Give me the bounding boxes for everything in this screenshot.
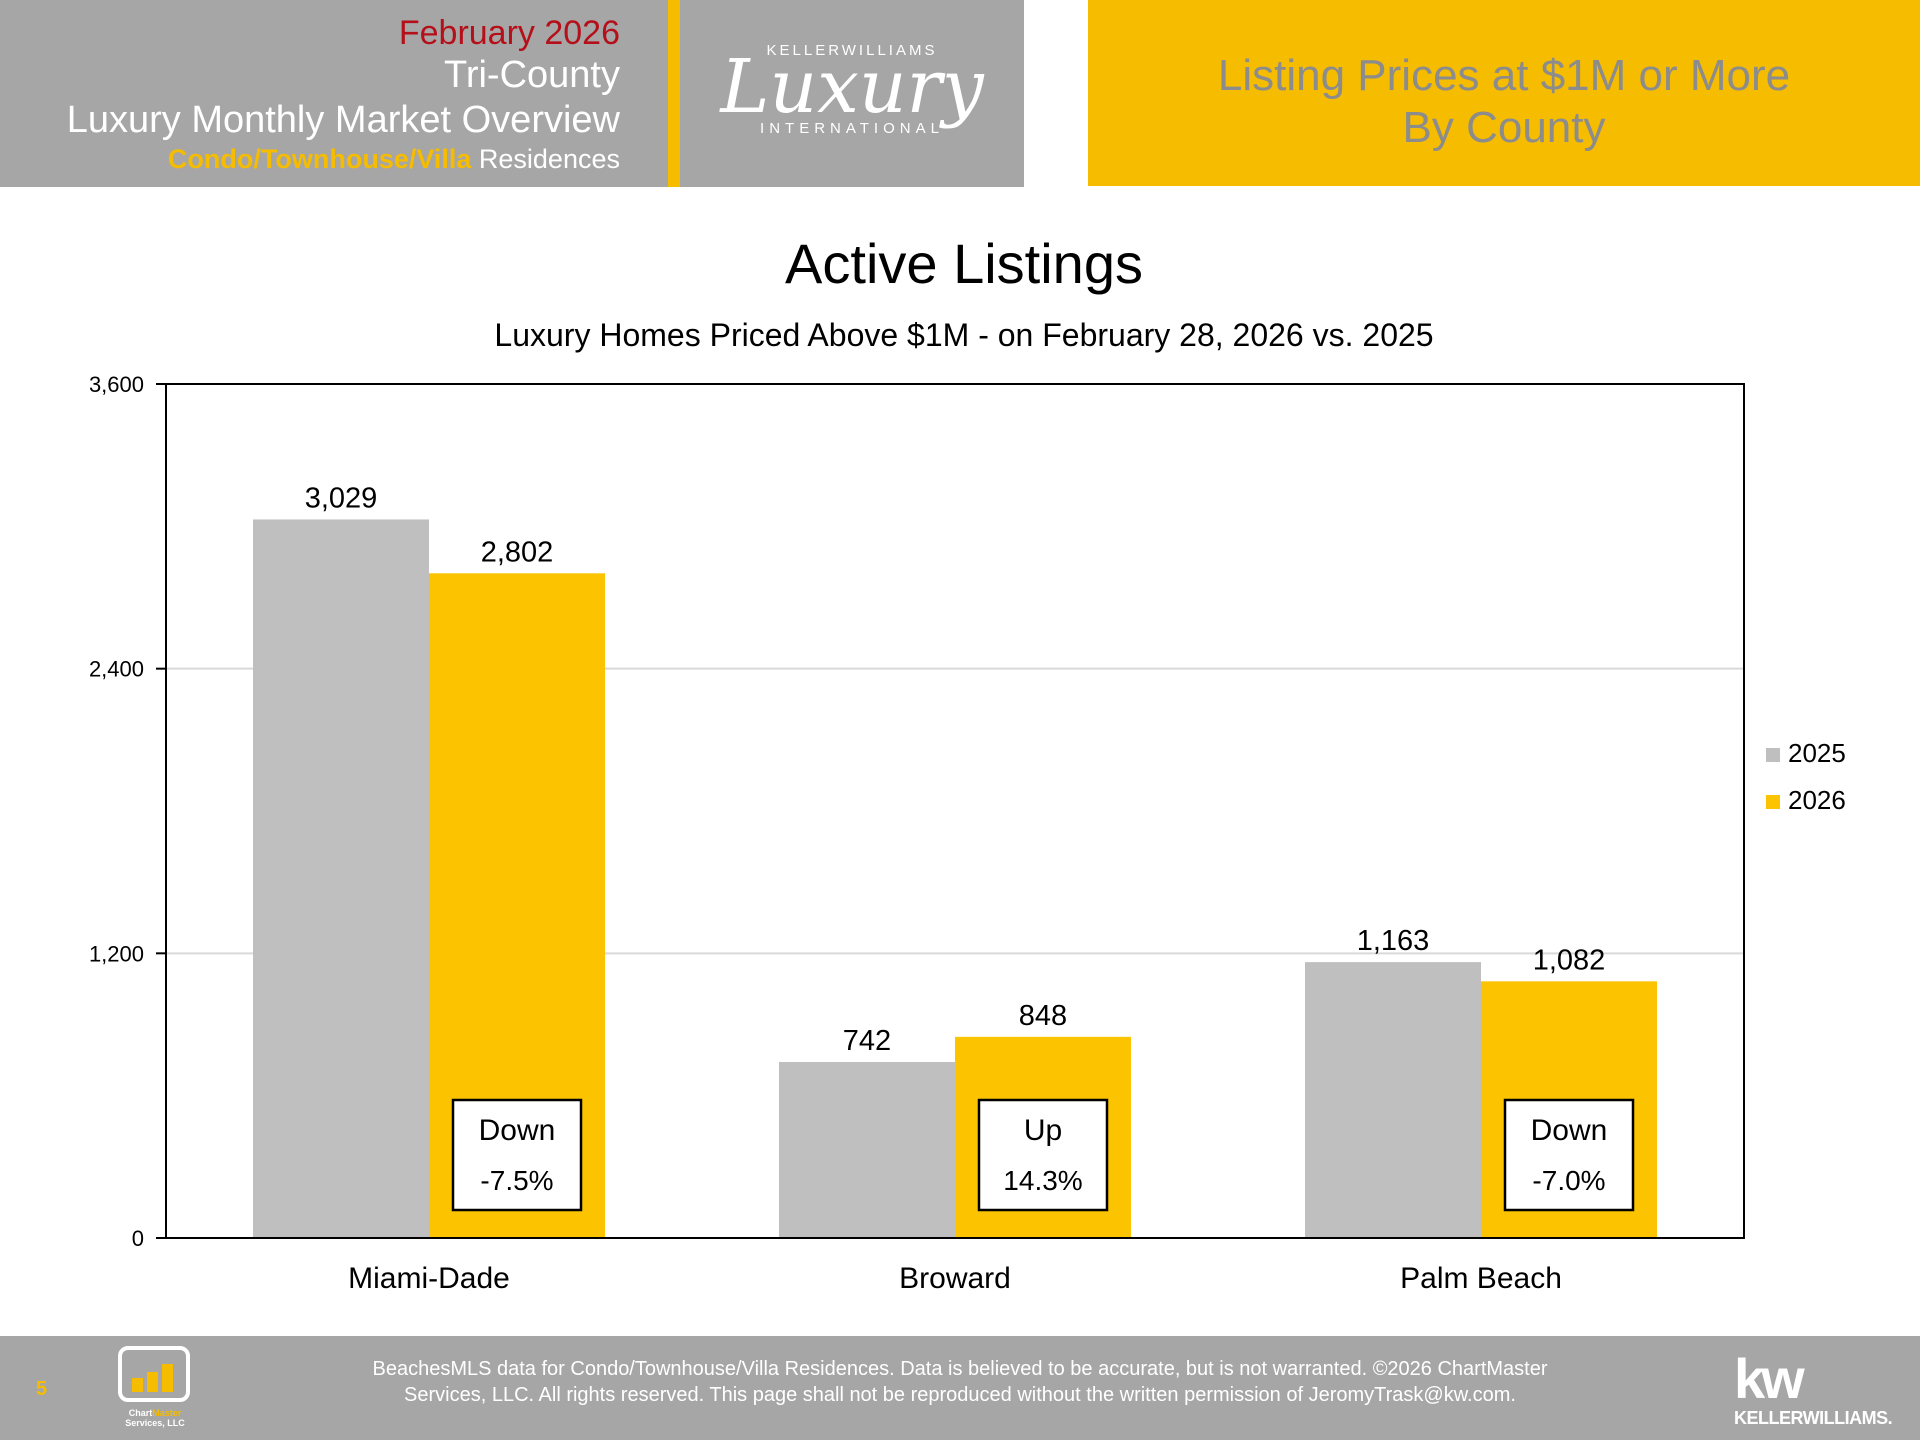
change-percent-label: -7.5% <box>480 1165 553 1196</box>
change-direction-label: Up <box>1024 1114 1062 1147</box>
chartmaster-logo: ChartMaster Services, LLC <box>112 1346 198 1432</box>
y-tick-label: 1,200 <box>89 941 144 966</box>
property-type: Condo/Townhouse/Villa Residences <box>168 144 620 175</box>
data-label: 1,082 <box>1533 944 1606 976</box>
chartmaster-text-a: Chart <box>128 1408 153 1418</box>
data-label: 3,029 <box>305 482 378 514</box>
kw-wordmark: KELLERWILLIAMS. <box>1734 1408 1893 1428</box>
page-number: 5 <box>36 1378 48 1400</box>
kw-monogram: kw <box>1734 1347 1805 1410</box>
disclaimer-line2: Services, LLC. All rights reserved. This… <box>404 1384 1516 1406</box>
active-listings-chart: Active Listings Luxury Homes Priced Above… <box>89 232 1846 1295</box>
data-label: 2,802 <box>481 536 554 568</box>
change-annotation-box <box>451 1098 583 1212</box>
report-month: February 2026 <box>398 14 620 52</box>
change-direction-label: Down <box>479 1114 556 1147</box>
chartmaster-text-line2: Services, LLC <box>125 1418 185 1428</box>
legend-label: 2026 <box>1788 785 1846 815</box>
topic-title-line2: By County <box>1402 103 1606 152</box>
change-annotation-box <box>1503 1098 1635 1212</box>
chart-icon <box>118 1346 190 1402</box>
chartmaster-text: ChartMaster Services, LLC <box>112 1408 198 1428</box>
topic-title: Listing Prices at $1M or More By County <box>1088 50 1920 154</box>
chartmaster-text-b: Master <box>152 1408 182 1418</box>
disclaimer: BeachesMLS data for Condo/Townhouse/Vill… <box>230 1356 1690 1408</box>
header-divider <box>668 0 680 187</box>
property-type-rest: Residences <box>471 144 620 174</box>
y-tick-label: 2,400 <box>89 657 144 682</box>
y-tick-label: 3,600 <box>89 372 144 397</box>
x-tick-label: Miami-Dade <box>348 1262 510 1295</box>
change-percent-label: 14.3% <box>1003 1165 1082 1196</box>
header-topic-panel: Listing Prices at $1M or More By County <box>1088 0 1920 186</box>
disclaimer-line1: BeachesMLS data for Condo/Townhouse/Vill… <box>372 1358 1548 1380</box>
logo-script-text: Luxury <box>720 44 984 130</box>
topic-title-line1: Listing Prices at $1M or More <box>1217 51 1791 100</box>
data-label: 848 <box>1019 1000 1067 1032</box>
footer: 5 ChartMaster Services, LLC BeachesMLS d… <box>0 1336 1920 1440</box>
x-tick-label: Broward <box>899 1262 1011 1295</box>
legend-swatch-2025 <box>1766 748 1780 762</box>
kw-luxury-logo: KELLERWILLIAMS Luxury INTERNATIONAL <box>680 0 1024 187</box>
plot-frame <box>165 383 1745 1239</box>
change-percent-label: -7.0% <box>1532 1165 1605 1196</box>
logo-top-text: KELLERWILLIAMS <box>766 42 938 59</box>
x-tick-label: Palm Beach <box>1400 1262 1562 1295</box>
chart-title: Active Listings <box>785 232 1143 295</box>
report-title: Luxury Monthly Market Overview <box>66 99 620 141</box>
data-label: 1,163 <box>1357 925 1430 957</box>
y-tick-label: 0 <box>132 1226 144 1251</box>
report-region: Tri-County <box>444 54 620 96</box>
legend-label: 2025 <box>1788 738 1846 768</box>
property-type-highlight: Condo/Townhouse/Villa <box>167 144 472 174</box>
header-title-panel: February 2026 Tri-County Luxury Monthly … <box>0 0 668 187</box>
change-direction-label: Down <box>1531 1114 1608 1147</box>
legend-swatch-2026 <box>1766 795 1780 809</box>
bar-2025-miami-dade <box>253 519 429 1238</box>
keller-williams-logo: kw KELLERWILLIAMS. <box>1730 1347 1900 1428</box>
chart-subtitle: Luxury Homes Priced Above $1M - on Febru… <box>494 317 1433 353</box>
logo-bottom-text: INTERNATIONAL <box>760 120 944 137</box>
data-label: 742 <box>843 1025 891 1057</box>
bar-2025-palm-beach <box>1305 962 1481 1238</box>
change-annotation-box <box>977 1098 1109 1212</box>
bar-2025-broward <box>779 1061 955 1238</box>
